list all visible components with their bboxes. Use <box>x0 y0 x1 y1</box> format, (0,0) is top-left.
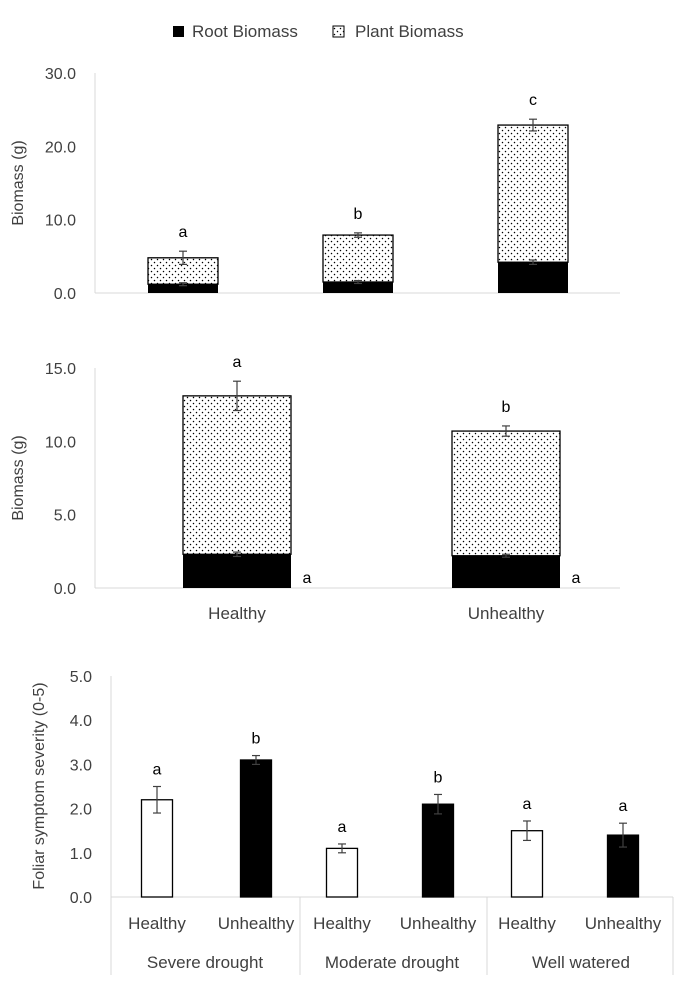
chart-1-y-axis-label: Biomass (g) <box>10 140 27 225</box>
chart-3-x-label-2: Healthy <box>313 914 371 933</box>
legend-label-plant: Plant Biomass <box>355 22 464 41</box>
chart-1-root-bar-0 <box>148 284 218 293</box>
chart-2-plant-bar-0 <box>182 395 292 555</box>
chart-3-bars: a b a b a a <box>140 731 640 898</box>
legend: Root Biomass Plant Biomass <box>173 22 464 41</box>
chart-2-plant-bar-1 <box>451 430 561 557</box>
chart-3-x-label-5: Unhealthy <box>585 914 662 933</box>
chart-1-sig-letter-2: c <box>529 92 537 109</box>
chart-3-sig-letter-0: a <box>153 762 162 779</box>
chart-3-tick-4: 4.0 <box>70 713 92 730</box>
legend-swatch-plant <box>332 25 345 38</box>
chart-3-categories: Healthy Unhealthy Healthy Unhealthy Healthy U… <box>110 897 674 975</box>
legend-swatch-root <box>173 26 184 37</box>
chart-2-tick-2: 10.0 <box>45 434 76 451</box>
chart-1-tick-3: 30.0 <box>45 66 76 83</box>
chart-2-tick-0: 0.0 <box>54 581 76 598</box>
chart-3-x-label-1: Unhealthy <box>218 914 295 933</box>
chart-3-bar-1 <box>239 759 273 898</box>
chart-1-y-ticks: 0.0 10.0 20.0 30.0 <box>45 66 76 303</box>
chart-2-bars: a b a a Healthy Unhealthy <box>182 354 581 623</box>
chart-3-tick-5: 5.0 <box>70 669 92 686</box>
chart-3-sig-letter-1: b <box>252 731 261 748</box>
chart-2-y-axis-label: Biomass (g) <box>10 435 27 520</box>
chart-2-tick-1: 5.0 <box>54 508 76 525</box>
chart-3-bar-3 <box>421 803 455 898</box>
chart-3-sig-letter-2: a <box>338 819 347 836</box>
chart-3-sig-letter-4: a <box>523 796 532 813</box>
chart-1-sig-letter-0: a <box>179 224 188 241</box>
chart-3-bar-0 <box>140 799 174 898</box>
chart-2-root-bar-0 <box>183 554 291 588</box>
chart-3-x-label-3: Unhealthy <box>400 914 477 933</box>
chart-2-x-label-1: Unhealthy <box>468 604 545 623</box>
chart-3-y-axis-label: Foliar symptom severity (0-5) <box>31 682 48 889</box>
chart-1-plant-bar-1 <box>322 234 394 283</box>
chart-3-sig-letter-3: b <box>434 769 443 786</box>
chart-1-tick-2: 20.0 <box>45 139 76 156</box>
chart-3-bar-4 <box>510 830 544 898</box>
chart-3-x-label-4: Healthy <box>498 914 556 933</box>
chart-1-root-bar-2 <box>498 262 568 293</box>
chart-3-group-label-1: Moderate drought <box>325 953 459 972</box>
legend-label-root: Root Biomass <box>192 22 298 41</box>
chart-3-group-label-0: Severe drought <box>147 953 264 972</box>
chart-2-root-bar-1 <box>452 555 560 588</box>
chart-1-sig-letter-1: b <box>354 206 363 223</box>
chart-1-tick-1: 10.0 <box>45 213 76 230</box>
chart-1: Biomass (g) 0.0 10.0 20.0 30.0 a b c <box>10 66 620 303</box>
chart-2-sig-letter-0: a <box>233 354 242 371</box>
chart-2-x-label-0: Healthy <box>208 604 266 623</box>
chart-3-tick-0: 0.0 <box>70 890 92 907</box>
chart-3-sig-letter-5: a <box>619 798 628 815</box>
chart-3-axes <box>110 676 673 898</box>
chart-2-root-sig-letter-1: a <box>572 570 581 587</box>
chart-2-tick-3: 15.0 <box>45 361 76 378</box>
chart-3-tick-2: 2.0 <box>70 802 92 819</box>
chart-3-y-ticks: 0.0 1.0 2.0 3.0 4.0 5.0 <box>70 669 92 907</box>
chart-2-sig-letter-1: b <box>502 399 511 416</box>
chart-2-root-sig-letter-0: a <box>303 570 312 587</box>
chart-1-tick-0: 0.0 <box>54 286 76 303</box>
chart-3: Foliar symptom severity (0-5) 0.0 1.0 2.0 3… <box>31 669 674 975</box>
chart-1-plant-bar-2 <box>497 124 569 263</box>
chart-1-root-bar-1 <box>323 282 393 293</box>
chart-3-group-label-2: Well watered <box>532 953 630 972</box>
chart-2-y-ticks: 0.0 5.0 10.0 15.0 <box>45 361 76 598</box>
chart-2: Biomass (g) 0.0 5.0 10.0 15.0 a b a a Healthy Un… <box>10 354 620 623</box>
chart-3-tick-3: 3.0 <box>70 757 92 774</box>
chart-3-tick-1: 1.0 <box>70 846 92 863</box>
chart-3-x-label-0: Healthy <box>128 914 186 933</box>
chart-3-bar-2 <box>325 847 359 898</box>
chart-1-bars: a b c <box>147 92 569 293</box>
